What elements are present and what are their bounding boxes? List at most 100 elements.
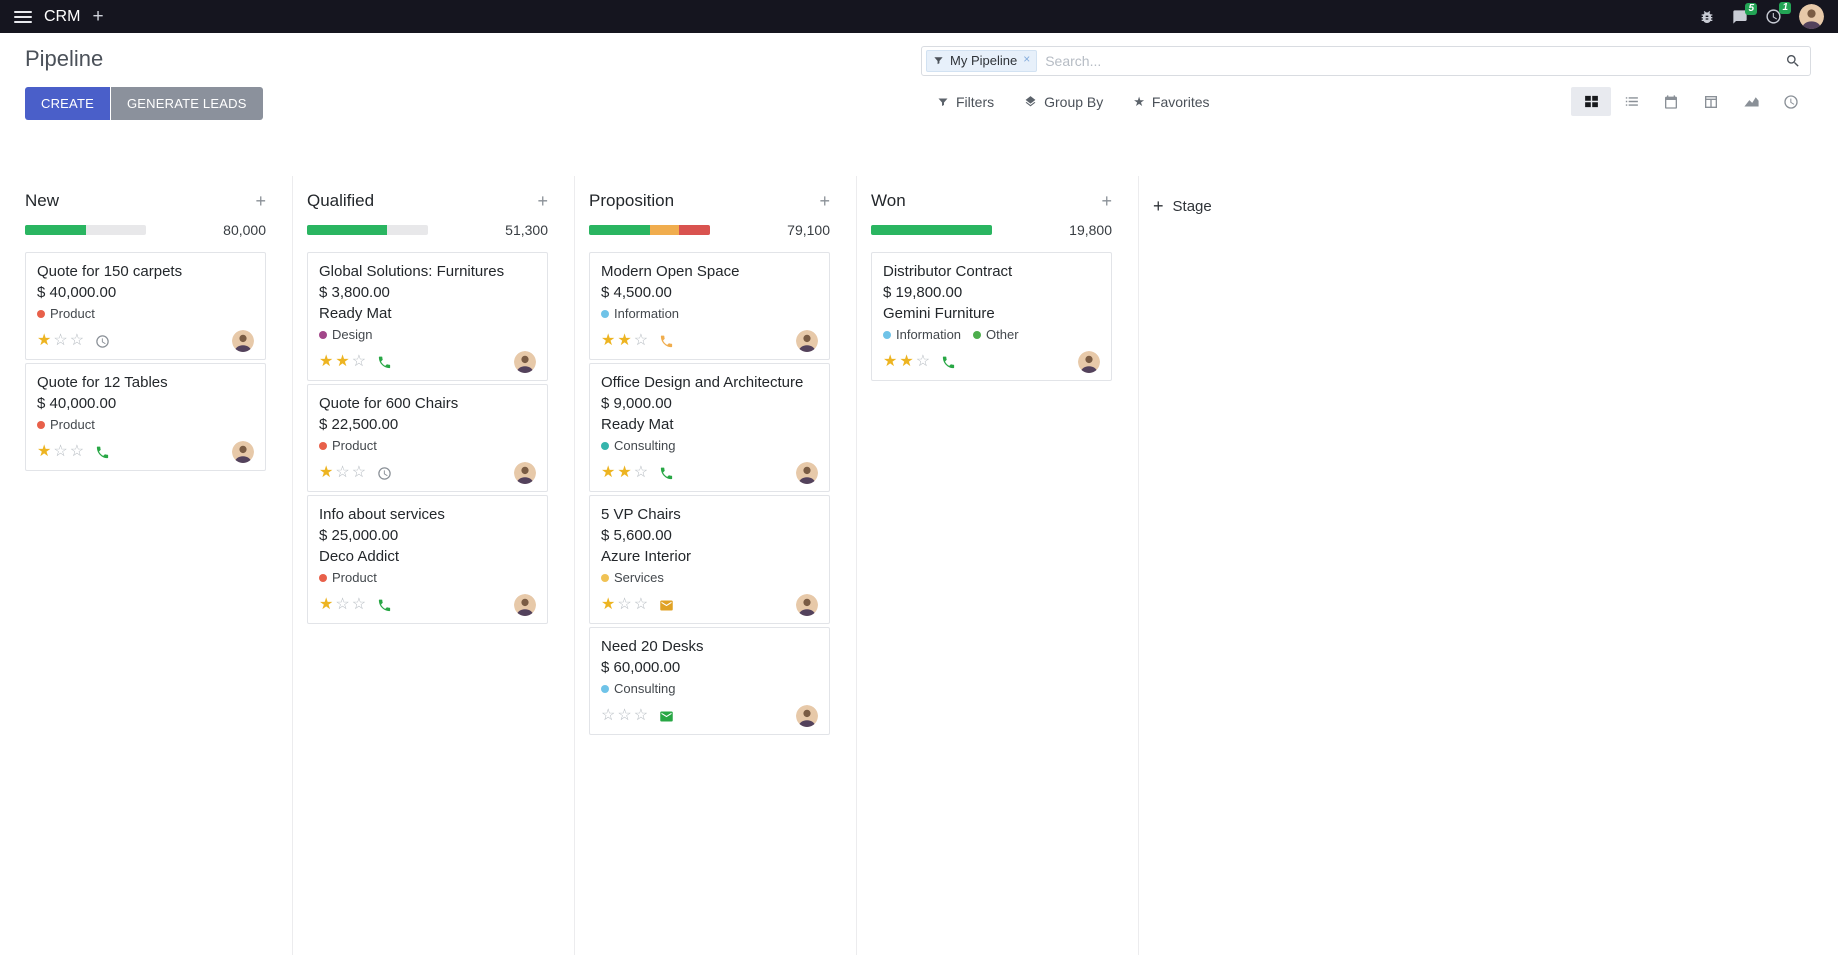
- view-list-button[interactable]: [1611, 87, 1651, 116]
- salesperson-avatar[interactable]: [232, 330, 254, 352]
- bug-icon[interactable]: [1699, 9, 1715, 25]
- view-kanban-button[interactable]: [1571, 87, 1611, 116]
- column-quick-create-button[interactable]: +: [255, 191, 266, 211]
- salesperson-avatar[interactable]: [232, 441, 254, 463]
- priority-stars[interactable]: ★★☆: [883, 353, 933, 370]
- card-title: 5 VP Chairs: [601, 506, 681, 523]
- card-amount: $ 5,600.00: [601, 527, 672, 544]
- kanban-card[interactable]: Need 20 Desks $ 60,000.00 Consulting ☆☆☆: [589, 627, 830, 735]
- salesperson-avatar[interactable]: [796, 594, 818, 616]
- card-amount: $ 19,800.00: [883, 284, 963, 301]
- view-pivot-button[interactable]: [1691, 87, 1731, 116]
- filter-funnel-icon: [938, 98, 948, 106]
- salesperson-avatar[interactable]: [514, 351, 536, 373]
- apps-menu-button[interactable]: [14, 10, 32, 23]
- column-progressbar[interactable]: [589, 225, 710, 235]
- activity-clock-icon[interactable]: [377, 466, 392, 481]
- tag-color-dot: [37, 310, 45, 318]
- facet-remove-button[interactable]: ×: [1023, 52, 1031, 66]
- group-by-button[interactable]: Group By: [1024, 94, 1103, 110]
- view-activity-button[interactable]: [1771, 87, 1811, 116]
- kanban-board: New +80,000 Quote for 150 carpets $ 40,000.…: [0, 176, 1838, 955]
- priority-stars[interactable]: ★☆☆: [319, 596, 369, 613]
- priority-stars[interactable]: ★★☆: [319, 353, 369, 370]
- generate-leads-button[interactable]: GENERATE LEADS: [110, 87, 263, 120]
- kanban-card[interactable]: Quote for 150 carpets $ 40,000.00 Product ★…: [25, 252, 266, 360]
- calendar-icon: [1665, 94, 1677, 109]
- card-tag: Information: [883, 326, 961, 344]
- pivot-table-icon: [1705, 95, 1717, 108]
- user-avatar[interactable]: [1799, 4, 1824, 29]
- activity-phone-icon[interactable]: [377, 598, 392, 613]
- messages-button[interactable]: 5: [1732, 2, 1757, 25]
- kanban-card[interactable]: Global Solutions: Furnitures $ 3,800.00 Re…: [307, 252, 548, 381]
- priority-stars[interactable]: ★★☆: [601, 464, 651, 481]
- activity-phone-icon[interactable]: [95, 445, 110, 460]
- priority-stars[interactable]: ★☆☆: [37, 443, 87, 460]
- add-stage-label: Stage: [1172, 197, 1212, 215]
- kanban-card[interactable]: 5 VP Chairs $ 5,600.00 Azure Interior Servi…: [589, 495, 830, 624]
- salesperson-avatar[interactable]: [796, 705, 818, 727]
- favorites-button[interactable]: ★ Favorites: [1133, 93, 1210, 110]
- kanban-column-proposition: Proposition +79,100 Modern Open Space $ 4,5…: [575, 176, 857, 955]
- column-title: Qualified: [307, 191, 375, 210]
- activity-mail-icon[interactable]: [659, 598, 674, 613]
- kanban-card[interactable]: Quote for 12 Tables $ 40,000.00 Product ★☆☆: [25, 363, 266, 471]
- column-progressbar[interactable]: [307, 225, 428, 235]
- star-icon: ★: [1133, 93, 1145, 109]
- area-chart-icon: [1743, 97, 1759, 107]
- plus-icon[interactable]: +: [92, 6, 104, 27]
- control-panel: Pipeline CREATE GENERATE LEADS My Pipeli…: [0, 33, 1838, 176]
- top-navbar: CRM + 5 1: [0, 0, 1838, 33]
- app-title[interactable]: CRM: [44, 7, 81, 25]
- activity-phone-icon[interactable]: [377, 355, 392, 370]
- search-facet-my-pipeline[interactable]: My Pipeline ×: [926, 50, 1038, 72]
- kanban-card[interactable]: Modern Open Space $ 4,500.00 Information ★★…: [589, 252, 830, 360]
- kanban-card[interactable]: Quote for 600 Chairs $ 22,500.00 Product ★☆…: [307, 384, 548, 492]
- column-quick-create-button[interactable]: +: [537, 191, 548, 211]
- view-calendar-button[interactable]: [1651, 87, 1691, 116]
- create-button[interactable]: CREATE: [25, 87, 110, 120]
- column-quick-create-button[interactable]: +: [1101, 191, 1112, 211]
- priority-stars[interactable]: ★☆☆: [37, 332, 87, 349]
- kanban-card[interactable]: Distributor Contract $ 19,800.00 Gemini Fu…: [871, 252, 1112, 381]
- kanban-card[interactable]: Office Design and Architecture $ 9,000.00…: [589, 363, 830, 492]
- card-customer: Ready Mat: [319, 305, 392, 322]
- kanban-column-new: New +80,000 Quote for 150 carpets $ 40,000.…: [11, 176, 293, 955]
- kanban-column-qualified: Qualified +51,300 Global Solutions: Furnit…: [293, 176, 575, 955]
- tag-color-dot: [319, 442, 327, 450]
- activity-phone-icon[interactable]: [659, 334, 674, 349]
- tag-color-dot: [601, 574, 609, 582]
- messages-badge: 5: [1745, 2, 1757, 15]
- add-stage-button[interactable]: + Stage: [1153, 197, 1212, 215]
- activity-clock-icon[interactable]: [95, 334, 110, 349]
- salesperson-avatar[interactable]: [514, 462, 536, 484]
- kanban-column-add-stage: + Stage: [1139, 176, 1421, 955]
- card-title: Info about services: [319, 506, 445, 523]
- kanban-card[interactable]: Info about services $ 25,000.00 Deco Addic…: [307, 495, 548, 624]
- column-progressbar[interactable]: [25, 225, 146, 235]
- tag-color-dot: [319, 574, 327, 582]
- card-tag: Information: [601, 305, 679, 323]
- priority-stars[interactable]: ★☆☆: [319, 464, 369, 481]
- search-input[interactable]: [1045, 53, 1785, 69]
- salesperson-avatar[interactable]: [796, 462, 818, 484]
- salesperson-avatar[interactable]: [796, 330, 818, 352]
- filter-funnel-icon: [934, 57, 943, 65]
- activity-phone-icon[interactable]: [941, 355, 956, 370]
- salesperson-avatar[interactable]: [1078, 351, 1100, 373]
- view-graph-button[interactable]: [1731, 87, 1771, 116]
- priority-stars[interactable]: ★☆☆: [601, 596, 651, 613]
- salesperson-avatar[interactable]: [514, 594, 536, 616]
- priority-stars[interactable]: ☆☆☆: [601, 707, 651, 724]
- activities-button[interactable]: 1: [1765, 2, 1791, 25]
- priority-stars[interactable]: ★★☆: [601, 332, 651, 349]
- card-amount: $ 25,000.00: [319, 527, 399, 544]
- kanban-icon: [1584, 95, 1598, 108]
- column-quick-create-button[interactable]: +: [819, 191, 830, 211]
- search-icon[interactable]: [1785, 53, 1801, 69]
- column-progressbar[interactable]: [871, 225, 992, 235]
- filters-button[interactable]: Filters: [937, 94, 994, 110]
- activity-mail-icon[interactable]: [659, 709, 674, 724]
- activity-phone-icon[interactable]: [659, 466, 674, 481]
